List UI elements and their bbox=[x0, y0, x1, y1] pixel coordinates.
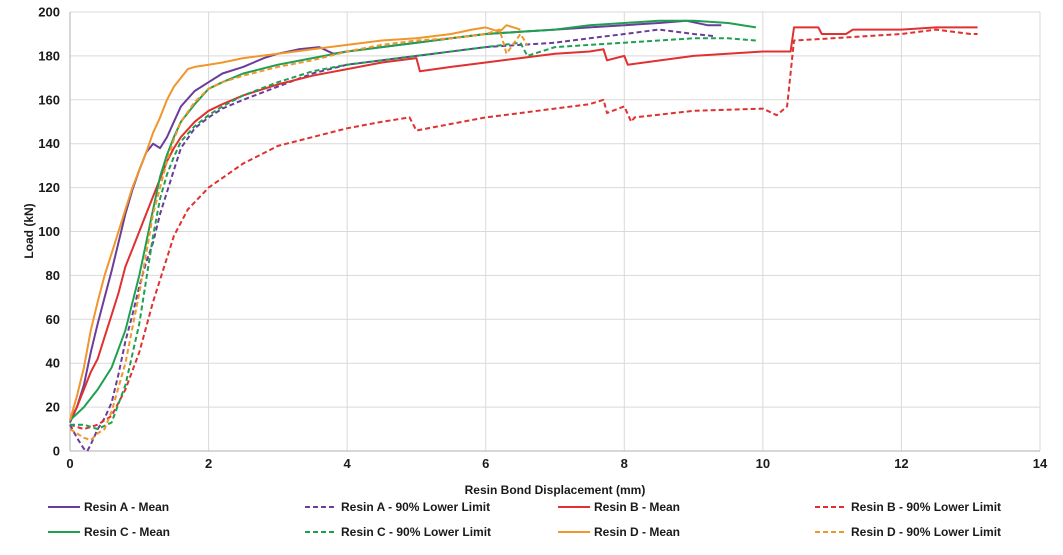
x-tick-label: 12 bbox=[894, 456, 908, 471]
series-line-resin-d-mean bbox=[69, 24, 521, 421]
y-tick-label: 180 bbox=[38, 48, 60, 63]
y-tick-label: 40 bbox=[46, 356, 60, 371]
legend-label: Resin D - 90% Lower Limit bbox=[851, 525, 1001, 539]
legend-item-resin-c-mean: Resin C - Mean bbox=[48, 525, 170, 539]
series-line-resin-a-mean bbox=[69, 19, 722, 423]
series-line-resin-c-90-lower-limit bbox=[70, 37, 756, 431]
series-line-resin-d-90-lower-limit bbox=[69, 28, 529, 441]
x-tick-label: 8 bbox=[621, 456, 628, 471]
tick-labels: 0 20 40 60 80 100 120 140 160 180 200 0 2 4 6 8 10 12 14 bbox=[38, 5, 1048, 472]
y-tick-label: 20 bbox=[46, 400, 60, 415]
y-tick-label: 100 bbox=[38, 224, 60, 239]
y-tick-label: 80 bbox=[46, 268, 60, 283]
series-line-resin-b-mean bbox=[69, 26, 978, 421]
legend-item-resin-d-mean: Resin D - Mean bbox=[558, 525, 680, 539]
legend-label: Resin A - 90% Lower Limit bbox=[341, 500, 490, 514]
x-tick-label: 0 bbox=[66, 456, 73, 471]
legend: Resin A - Mean Resin A - 90% Lower Limit R… bbox=[48, 500, 1001, 539]
y-tick-label: 0 bbox=[53, 444, 60, 459]
legend-item-resin-a-90-lower-limit: Resin A - 90% Lower Limit bbox=[305, 500, 490, 514]
legend-item-resin-b-mean: Resin B - Mean bbox=[558, 500, 680, 514]
legend-label: Resin B - 90% Lower Limit bbox=[851, 500, 1001, 514]
x-axis-title: Resin Bond Displacement (mm) bbox=[465, 483, 646, 497]
axes bbox=[69, 12, 1040, 452]
legend-label: Resin D - Mean bbox=[594, 525, 680, 539]
series-line-resin-a-90-lower-limit bbox=[69, 28, 715, 452]
legend-label: Resin B - Mean bbox=[594, 500, 680, 514]
series-line-resin-c-mean bbox=[69, 19, 757, 422]
y-tick-label: 140 bbox=[38, 136, 60, 151]
y-tick-label: 200 bbox=[38, 5, 60, 20]
legend-item-resin-c-90-lower-limit: Resin C - 90% Lower Limit bbox=[305, 525, 491, 539]
legend-label: Resin A - Mean bbox=[84, 500, 169, 514]
x-tick-label: 4 bbox=[344, 456, 352, 471]
x-tick-label: 6 bbox=[482, 456, 489, 471]
y-tick-label: 120 bbox=[38, 180, 60, 195]
series-layer bbox=[69, 19, 978, 452]
legend-label: Resin C - Mean bbox=[84, 525, 170, 539]
x-tick-label: 2 bbox=[205, 456, 212, 471]
series-line-resin-b-90-lower-limit bbox=[69, 28, 978, 431]
legend-item-resin-a-mean: Resin A - Mean bbox=[48, 500, 169, 514]
y-tick-label: 60 bbox=[46, 312, 60, 327]
legend-item-resin-d-90-lower-limit: Resin D - 90% Lower Limit bbox=[815, 525, 1001, 539]
x-tick-label: 14 bbox=[1033, 456, 1048, 471]
grid bbox=[70, 11, 1041, 451]
x-tick-label: 10 bbox=[756, 456, 770, 471]
legend-label: Resin C - 90% Lower Limit bbox=[341, 525, 491, 539]
y-axis-title: Load (kN) bbox=[22, 203, 36, 258]
legend-item-resin-b-90-lower-limit: Resin B - 90% Lower Limit bbox=[815, 500, 1001, 514]
y-tick-label: 160 bbox=[38, 92, 60, 107]
